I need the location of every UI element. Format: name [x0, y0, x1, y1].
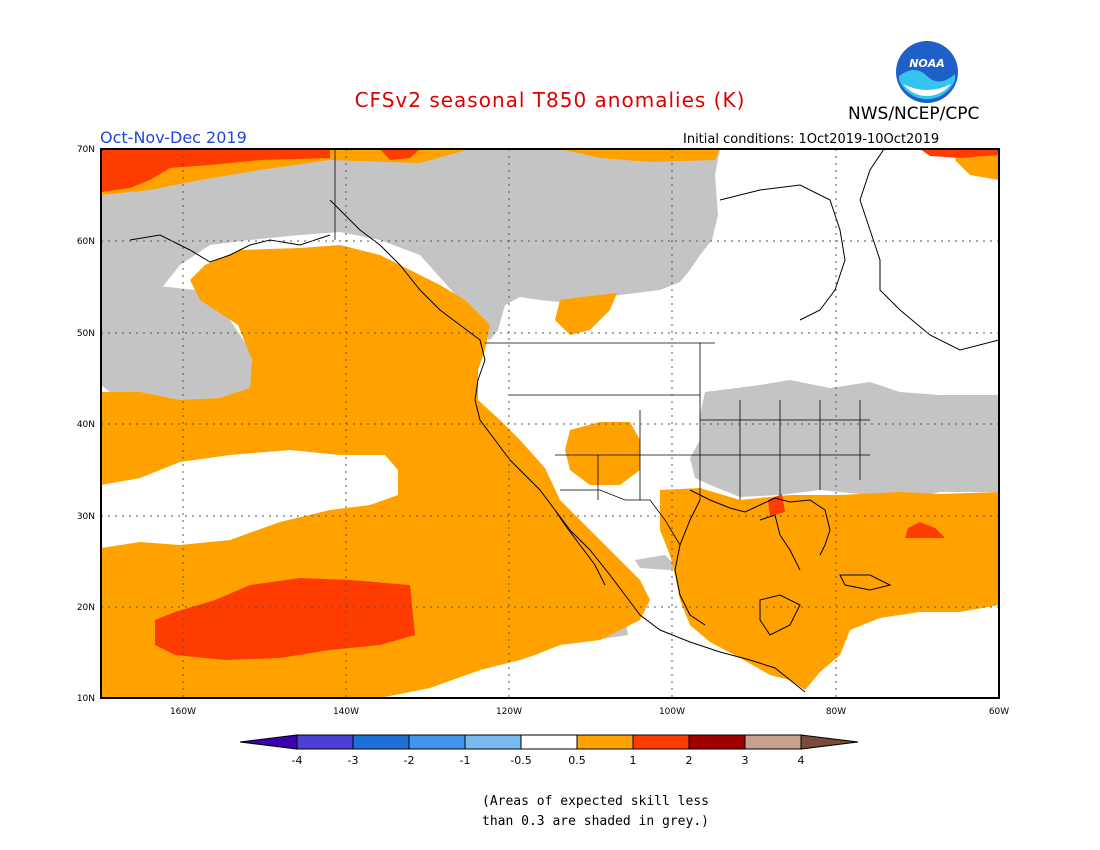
- legend-swatch: [744, 734, 802, 750]
- lat-label: 70N: [77, 145, 95, 155]
- map-title: CFSv2 seasonal T850 anomalies (K): [354, 88, 746, 112]
- skill-footnote: (Areas of expected skill less than 0.3 a…: [482, 792, 709, 832]
- footnote-line: (Areas of expected skill less: [482, 794, 709, 809]
- political-borders: [334, 149, 870, 546]
- lat-label: 30N: [77, 512, 95, 522]
- lon-label: 140W: [333, 707, 359, 717]
- color-legend: [239, 734, 859, 750]
- legend-swatch: [352, 734, 410, 750]
- legend-tick: 4: [798, 754, 805, 767]
- legend-tick: 3: [742, 754, 749, 767]
- legend-tick: -3: [348, 754, 359, 767]
- lon-label: 60W: [989, 707, 1009, 717]
- footnote-line: than 0.3 are shaded in grey.): [482, 814, 709, 829]
- noaa-logo-text: NOAA: [909, 57, 945, 70]
- lon-label: 120W: [496, 707, 522, 717]
- legend-tick: 2: [686, 754, 693, 767]
- lat-label: 20N: [77, 603, 95, 613]
- map-frame: [100, 148, 1000, 699]
- legend-swatch: [520, 734, 578, 750]
- legend-tick: -2: [404, 754, 415, 767]
- initial-conditions-label: Initial conditions: 1Oct2019-10Oct2019: [683, 132, 940, 147]
- lat-label: 50N: [77, 329, 95, 339]
- noaa-logo: NOAA: [896, 41, 958, 103]
- lon-label: 100W: [659, 707, 685, 717]
- legend-tick-labels: -4 -3 -2 -1 -0.5 0.5 1 2 3 4: [292, 754, 805, 767]
- legend-swatch: [464, 734, 522, 750]
- legend-arrow-high: [800, 734, 859, 750]
- lat-label: 40N: [77, 420, 95, 430]
- lat-label: 60N: [77, 237, 95, 247]
- neutral-carveouts: [101, 450, 398, 548]
- longitude-labels: 160W 140W 120W 100W 80W 60W: [170, 707, 1009, 717]
- legend-tick: 0.5: [568, 754, 586, 767]
- agency-label: NWS/NCEP/CPC: [848, 104, 980, 124]
- legend-tick: -0.5: [510, 754, 531, 767]
- legend-swatch: [632, 734, 690, 750]
- legend-swatch: [576, 734, 634, 750]
- legend-swatch: [296, 734, 354, 750]
- coastlines: [129, 149, 999, 693]
- lon-label: 160W: [170, 707, 196, 717]
- lon-label: 80W: [826, 707, 846, 717]
- lat-label: 10N: [77, 694, 95, 704]
- legend-tick: -4: [292, 754, 303, 767]
- legend-tick: 1: [630, 754, 637, 767]
- grid-lines: [101, 149, 999, 698]
- legend-swatch: [408, 734, 466, 750]
- season-label: Oct-Nov-Dec 2019: [100, 128, 247, 147]
- legend-swatch: [688, 734, 746, 750]
- latitude-labels: 70N 60N 50N 40N 30N 20N 10N: [77, 145, 95, 704]
- legend-tick: -1: [460, 754, 471, 767]
- legend-arrow-low: [239, 734, 298, 750]
